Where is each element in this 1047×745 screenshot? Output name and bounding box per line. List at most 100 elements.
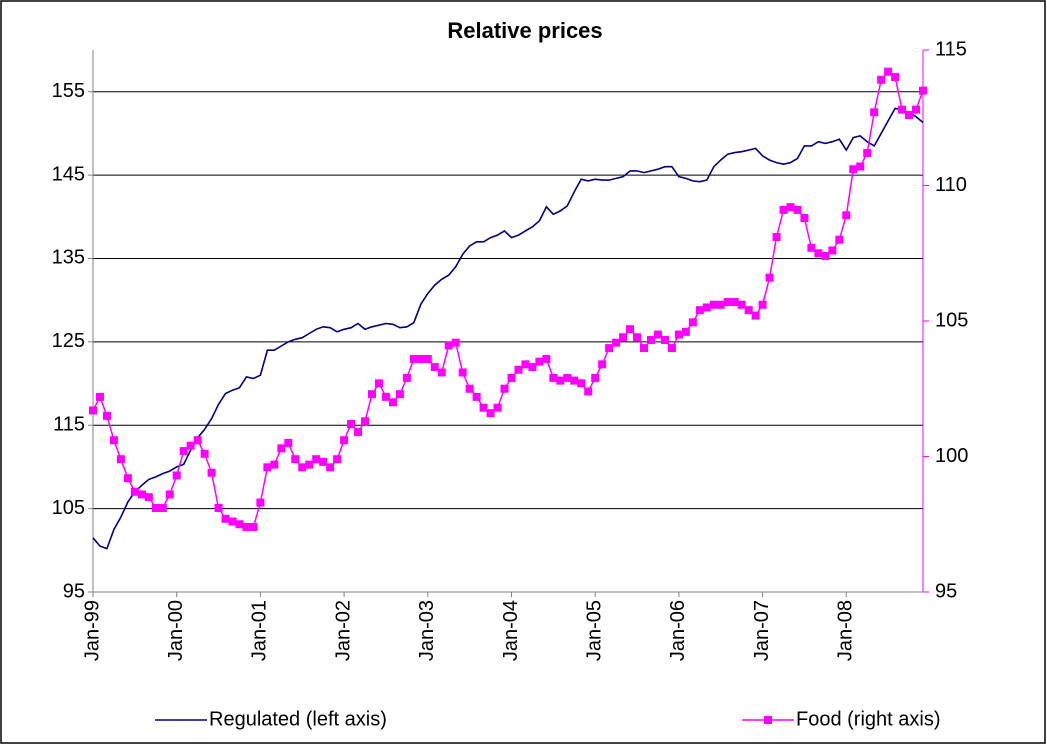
- series-marker: [151, 503, 160, 512]
- legend-label: Regulated (left axis): [209, 708, 387, 730]
- series-marker: [646, 335, 655, 344]
- series-marker: [347, 419, 356, 428]
- series-marker: [730, 298, 739, 307]
- series-marker: [633, 333, 642, 342]
- series-marker: [95, 392, 104, 401]
- series-marker: [800, 214, 809, 223]
- series-marker: [716, 300, 725, 309]
- series-marker: [367, 390, 376, 399]
- series-marker: [312, 455, 321, 464]
- series-marker: [388, 398, 397, 407]
- series-marker: [242, 522, 251, 531]
- series-marker: [228, 517, 237, 526]
- series-marker: [305, 460, 314, 469]
- y-tick-label: 155: [52, 80, 85, 102]
- series-marker: [842, 211, 851, 220]
- series-marker: [514, 365, 523, 374]
- series-marker: [123, 474, 132, 483]
- series-marker: [835, 235, 844, 244]
- y-tick-label: 95: [63, 580, 85, 602]
- x-tick-label: Jan-03: [416, 600, 438, 661]
- series-marker: [549, 373, 558, 382]
- series-marker: [891, 73, 900, 82]
- series-marker: [493, 403, 502, 412]
- series-marker: [535, 357, 544, 366]
- y2-tick-label: 95: [935, 580, 957, 602]
- series-marker: [528, 363, 537, 372]
- series-marker: [437, 368, 446, 377]
- series-line: [92, 107, 924, 550]
- series-marker: [849, 165, 858, 174]
- series-marker: [751, 311, 760, 320]
- series-marker: [884, 67, 893, 76]
- series-marker: [186, 441, 195, 450]
- x-tick-label: Jan-06: [667, 600, 689, 661]
- y2-tick-label: 100: [935, 445, 968, 467]
- series-marker: [584, 387, 593, 396]
- x-tick-label: Jan-02: [332, 600, 354, 661]
- y-tick-label: 125: [52, 330, 85, 352]
- x-tick-label: Jan-04: [500, 600, 522, 661]
- series-marker: [158, 503, 167, 512]
- series-marker: [563, 373, 572, 382]
- series-marker: [116, 455, 125, 464]
- series-marker: [919, 86, 927, 95]
- series-marker: [277, 444, 286, 453]
- series-marker: [249, 522, 258, 531]
- series-marker: [626, 325, 635, 334]
- series-marker: [130, 487, 139, 496]
- legend-marker: [764, 716, 772, 724]
- x-tick-label: Jan-01: [249, 600, 271, 661]
- series-marker: [354, 428, 363, 437]
- series-marker: [605, 344, 614, 353]
- x-tick-label: Jan-08: [835, 600, 857, 661]
- y2-tick-label: 110: [935, 174, 967, 196]
- series-marker: [765, 273, 774, 282]
- y2-tick-label: 105: [935, 309, 968, 331]
- series-marker: [144, 493, 153, 502]
- series-marker: [898, 105, 907, 114]
- series-marker: [521, 360, 530, 369]
- x-tick-label: Jan-05: [583, 600, 605, 661]
- series-marker: [660, 335, 669, 344]
- series-marker: [737, 300, 746, 309]
- series-marker: [507, 373, 516, 382]
- series-marker: [374, 379, 383, 388]
- series-marker: [235, 520, 244, 529]
- series-marker: [702, 303, 711, 312]
- series-marker: [256, 498, 265, 507]
- series-marker: [723, 298, 732, 307]
- series-marker: [340, 436, 349, 445]
- series-marker: [361, 417, 370, 426]
- series-marker: [912, 105, 921, 114]
- series-marker: [793, 205, 802, 214]
- y2-tick-label: 115: [935, 38, 967, 60]
- series-marker: [779, 205, 788, 214]
- series-marker: [570, 376, 579, 385]
- series-marker: [221, 514, 230, 523]
- series-marker: [430, 363, 439, 372]
- series-marker: [381, 392, 390, 401]
- series-marker: [326, 463, 335, 472]
- chart-title: Relative prices: [447, 18, 602, 43]
- series-marker: [165, 490, 174, 499]
- series-marker: [207, 468, 216, 477]
- x-tick-label: Jan-07: [751, 600, 773, 661]
- series-marker: [807, 243, 816, 252]
- series-marker: [681, 327, 690, 336]
- series-marker: [856, 162, 865, 171]
- series-marker: [172, 471, 181, 480]
- series-marker: [772, 232, 781, 241]
- series-marker: [179, 447, 188, 456]
- series-marker: [619, 333, 628, 342]
- series-marker: [744, 306, 753, 315]
- series-marker: [877, 75, 886, 84]
- series-marker: [542, 354, 551, 363]
- series-marker: [319, 457, 328, 466]
- series-marker: [465, 384, 474, 393]
- series-marker: [500, 384, 509, 393]
- series-marker: [821, 251, 830, 260]
- series-marker: [828, 246, 837, 255]
- series-marker: [291, 455, 300, 464]
